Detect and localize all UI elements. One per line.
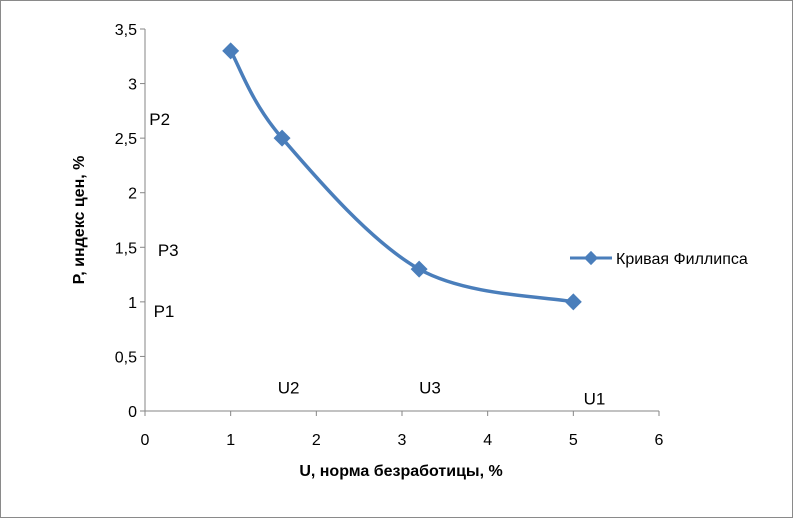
- legend: Кривая Филлипса: [570, 250, 748, 268]
- y-tick-label: 1,5: [115, 240, 137, 257]
- series-line: [229, 49, 574, 304]
- y-tick-label: 0,5: [115, 349, 137, 366]
- x-tick-label: 2: [312, 432, 321, 449]
- annotation-label: U1: [584, 389, 606, 408]
- x-tick-label: 6: [655, 432, 664, 449]
- annotation-label: P1: [154, 302, 175, 321]
- legend-marker: [583, 250, 599, 266]
- plot-area: 0 0,5 1 1,5 2 2,5 3 3,5 0 1 2 3 4 5 6 P2 P3 P1 U2 U3 U1: [115, 22, 664, 449]
- x-tick-label: 3: [398, 432, 407, 449]
- annotation-label: U3: [419, 379, 441, 398]
- y-tick-label: 0: [128, 404, 137, 421]
- y-tick-label: 1: [128, 295, 137, 312]
- y-tick-label: 3,5: [115, 22, 137, 39]
- x-tick-label: 0: [141, 432, 150, 449]
- y-tick-label: 2: [128, 186, 137, 203]
- x-tick-label: 1: [226, 432, 235, 449]
- data-point: [273, 129, 291, 147]
- annotation-label: P2: [149, 110, 170, 129]
- data-point: [410, 260, 428, 278]
- data-point: [564, 293, 582, 311]
- legend-label: Кривая Филлипса: [616, 251, 748, 268]
- y-tick-label: 2,5: [115, 131, 137, 148]
- y-tick-label: 3: [128, 77, 137, 94]
- data-point: [222, 42, 240, 60]
- x-tick-label: 4: [483, 432, 492, 449]
- annotation-label: U2: [278, 379, 300, 398]
- y-axis-title: P, индекс цен, %: [71, 156, 88, 285]
- annotation-label: P3: [158, 241, 179, 260]
- x-axis-title: U, норма безработицы, %: [299, 463, 502, 480]
- x-tick-label: 5: [569, 432, 578, 449]
